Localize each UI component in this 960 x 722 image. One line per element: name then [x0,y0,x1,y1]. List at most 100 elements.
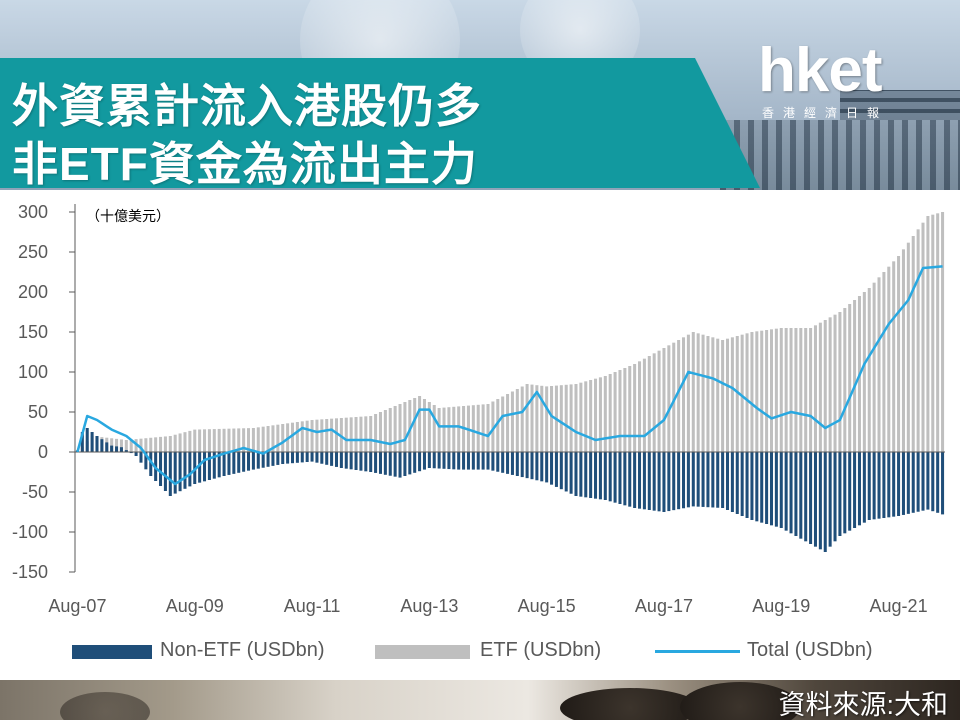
non-etf-bar [364,452,368,472]
non-etf-bar [550,452,554,485]
etf-bar [222,428,226,452]
etf-bar [897,256,901,452]
non-etf-bar [804,452,808,542]
x-tick-label: Aug-11 [284,596,341,616]
legend-line-total [655,650,740,653]
etf-bar [818,322,822,452]
etf-bar [501,396,505,452]
non-etf-bar [926,452,930,510]
etf-bar [628,366,632,452]
legend-label-etf: ETF (USDbn) [480,639,602,661]
y-tick-label: -150 [12,562,48,582]
non-etf-bar [276,452,280,465]
non-etf-bar [843,452,847,534]
non-etf-bar [232,452,236,474]
non-etf-bar [315,452,319,463]
etf-bar [393,406,397,452]
non-etf-bar [554,452,558,487]
etf-bar [129,439,133,452]
non-etf-bar [540,452,544,482]
non-etf-bar [691,452,695,507]
etf-bar [594,378,598,452]
etf-bar [320,419,324,452]
non-etf-bar [393,452,397,477]
etf-bar [701,334,705,452]
etf-bar [173,434,177,452]
etf-bar [740,334,744,452]
non-etf-bar [159,452,163,486]
etf-bar [427,402,431,452]
etf-bar [760,330,764,452]
etf-bar [261,426,265,452]
non-etf-bar [354,452,358,470]
non-etf-bar [295,452,299,463]
non-etf-bar [730,452,734,512]
x-tick-label: Aug-17 [635,596,693,616]
non-etf-bar [457,452,461,470]
non-etf-bar [305,452,309,462]
non-etf-bar [496,452,500,472]
non-etf-bar [388,452,392,476]
x-tick-label: Aug-15 [518,596,576,616]
etf-bar [941,212,945,452]
etf-bar [476,404,480,452]
legend-label-total: Total (USDbn) [747,639,873,661]
etf-bar [447,407,451,452]
non-etf-bar [501,452,505,473]
footer-background [0,680,960,720]
non-etf-bar [466,452,470,470]
etf-bar [486,404,490,452]
etf-bar [295,422,299,452]
non-etf-bar [931,452,935,512]
non-etf-bar [862,452,866,523]
etf-bar [325,419,329,452]
title-band [0,58,760,188]
non-etf-bar [325,452,329,465]
non-etf-bar [652,452,656,511]
non-etf-bar [110,445,114,452]
non-etf-bar [608,452,612,502]
etf-bar [442,407,446,452]
etf-bar [398,404,402,452]
etf-bar [364,416,368,452]
etf-bar [794,328,798,452]
etf-bar [305,420,309,452]
etf-bar [506,394,510,452]
legend-item-total: Total (USDbn) [655,636,955,666]
y-tick-label: -100 [12,522,48,542]
etf-bar [515,389,519,452]
non-etf-bar [168,452,172,496]
non-etf-bar [105,442,109,452]
non-etf-bar [686,452,690,508]
non-etf-bar [486,452,490,470]
etf-bar [779,328,783,452]
non-etf-bar [789,452,793,534]
non-etf-bar [799,452,803,539]
etf-bar [149,437,153,452]
etf-bar [188,430,192,452]
etf-bar [633,364,637,452]
non-etf-bar [530,452,534,480]
non-etf-bar [115,446,119,452]
non-etf-bar [867,452,871,520]
etf-bar [769,329,774,452]
y-tick-label: 50 [28,402,48,422]
etf-bar [334,418,339,452]
non-etf-bar [198,452,202,483]
etf-bar [755,331,759,452]
non-etf-bar [838,452,842,536]
etf-bar [232,428,236,452]
non-etf-bar [481,452,485,470]
etf-bar [735,336,739,452]
non-etf-bar [217,452,221,478]
non-etf-bar [491,452,495,471]
x-tick-label: Aug-21 [870,596,928,616]
non-etf-bar [149,452,153,476]
non-etf-bar [911,452,915,513]
etf-bar [178,433,182,452]
page-title-line-1: 外資累計流入港股仍多 [12,80,482,132]
etf-bar [691,332,695,452]
non-etf-bar [877,452,881,519]
etf-bar [530,384,534,452]
etf-bar [877,277,881,452]
